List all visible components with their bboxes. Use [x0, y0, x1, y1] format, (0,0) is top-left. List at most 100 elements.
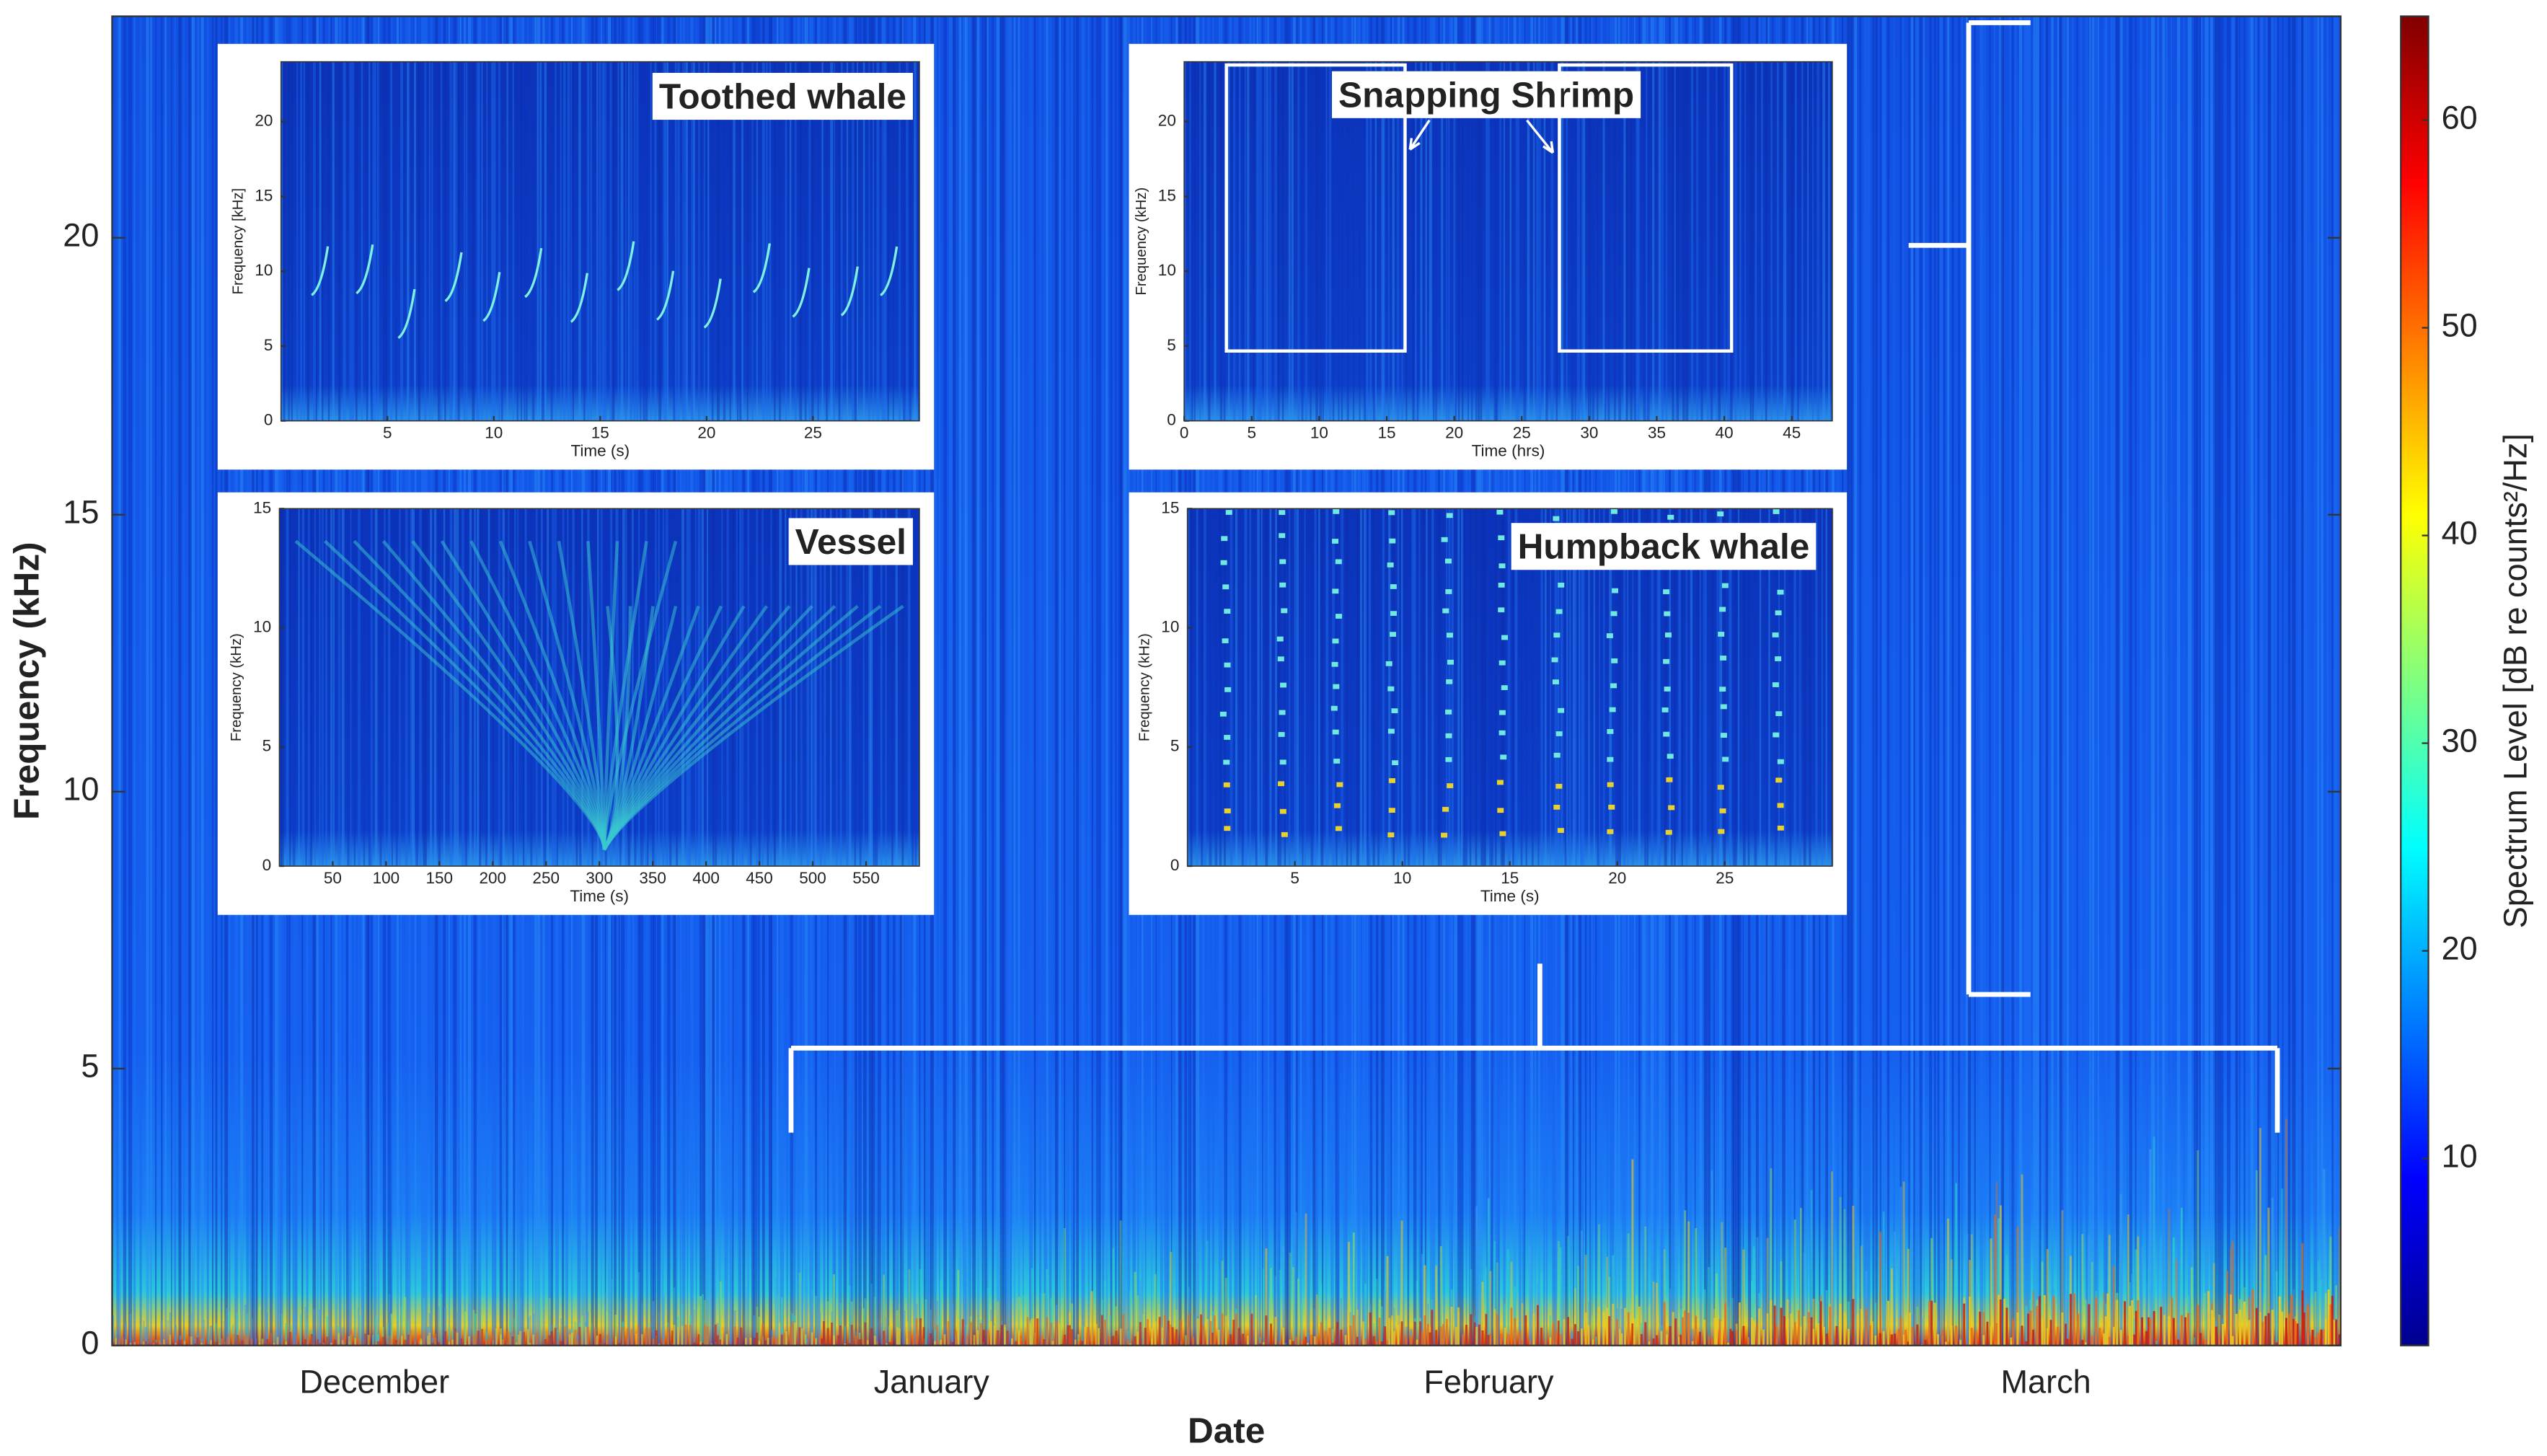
noise [1770, 1168, 1773, 1346]
noise [2095, 1297, 2098, 1346]
noise [1416, 1281, 1418, 1346]
stripe [211, 16, 213, 1346]
stripe [464, 508, 468, 867]
noise [1928, 1301, 1931, 1346]
stripe [650, 61, 652, 421]
stripe [283, 61, 286, 421]
noise [1514, 1318, 1517, 1346]
noise [481, 1328, 483, 1346]
noise [1423, 1315, 1426, 1346]
stripe [1184, 61, 1186, 421]
noise [1955, 1183, 1958, 1346]
stripe [1588, 508, 1590, 867]
noise [172, 1343, 175, 1346]
inset-y-label: Frequency (kHz) [229, 633, 244, 741]
noise [397, 1339, 400, 1346]
stripe [289, 508, 291, 867]
stripe [739, 61, 742, 421]
stripe [1319, 61, 1323, 421]
noise [289, 1331, 292, 1346]
noise [169, 1312, 172, 1346]
stripe [1979, 16, 1984, 1346]
stripe [1825, 508, 1827, 867]
noise [1306, 1343, 1309, 1346]
stripe [405, 508, 408, 867]
stripe [1066, 16, 1069, 1346]
stripe [575, 508, 578, 867]
noise [1567, 1317, 1570, 1346]
stripe [322, 61, 324, 421]
noise [635, 1333, 637, 1346]
stripe [2085, 16, 2088, 1346]
stripe [1193, 61, 1196, 421]
stripe [562, 61, 566, 421]
stripe [1190, 508, 1193, 867]
noise [1891, 1268, 1893, 1346]
stripe [1540, 508, 1543, 867]
stripe [1527, 61, 1530, 421]
stripe [2000, 16, 2004, 1346]
noise [133, 1341, 136, 1346]
stripe [1261, 508, 1263, 867]
song-unit [1388, 778, 1395, 783]
noise [2317, 1261, 2320, 1346]
noise [1567, 1236, 1570, 1346]
stripe [1765, 61, 1767, 421]
noise [1010, 1338, 1013, 1346]
colorbar-tick-label: 60 [2442, 99, 2478, 136]
song-unit [1664, 687, 1671, 692]
noise [1284, 1343, 1287, 1346]
stripe [2215, 16, 2217, 1346]
stripe [1732, 508, 1735, 867]
noise [1313, 1308, 1316, 1346]
noise [1108, 1336, 1111, 1346]
noise [1684, 1210, 1687, 1346]
noise [725, 1333, 728, 1346]
noise [203, 1340, 206, 1346]
noise [1161, 1327, 1164, 1346]
stripe [1368, 508, 1372, 867]
noise [1817, 1323, 1820, 1346]
stripe [1268, 61, 1272, 421]
noise [2127, 1214, 2129, 1346]
inset-title-box [1511, 523, 1817, 570]
noise [1122, 1314, 1125, 1346]
stripe [1257, 508, 1260, 867]
song-unit [1225, 510, 1232, 515]
song-unit [1498, 563, 1506, 569]
noise [990, 1321, 992, 1346]
stripe [1581, 508, 1585, 867]
noise [1077, 1341, 1080, 1346]
inset-x-label: Time (s) [570, 441, 630, 459]
stripe [1488, 61, 1490, 421]
stripe [599, 61, 601, 421]
noise [395, 1340, 398, 1346]
noise [1170, 1324, 1173, 1346]
stripe [332, 508, 335, 867]
noise [1930, 1300, 1933, 1346]
stripe [388, 508, 391, 867]
stripe [1817, 61, 1820, 421]
noise [1095, 1323, 1098, 1346]
noise [454, 1328, 456, 1346]
y-axis-label: Frequency (kHz) [6, 542, 47, 820]
noise [940, 1280, 943, 1346]
noise [1328, 1328, 1331, 1346]
noise [780, 1297, 783, 1346]
stripe [1770, 61, 1773, 421]
stripe [1958, 16, 1960, 1346]
stripe [309, 508, 313, 867]
song-unit [1333, 684, 1340, 689]
noise [1563, 1319, 1566, 1346]
noise [1313, 1336, 1316, 1346]
song-unit [1775, 656, 1782, 661]
song-unit [1720, 704, 1727, 710]
noise [1445, 1318, 1448, 1346]
noise [1871, 1321, 1873, 1346]
stripe [1557, 508, 1560, 867]
noise [568, 1334, 571, 1346]
noise [1648, 1341, 1651, 1346]
stripe [1196, 508, 1199, 867]
noise [169, 1334, 172, 1346]
noise [1812, 1298, 1815, 1346]
